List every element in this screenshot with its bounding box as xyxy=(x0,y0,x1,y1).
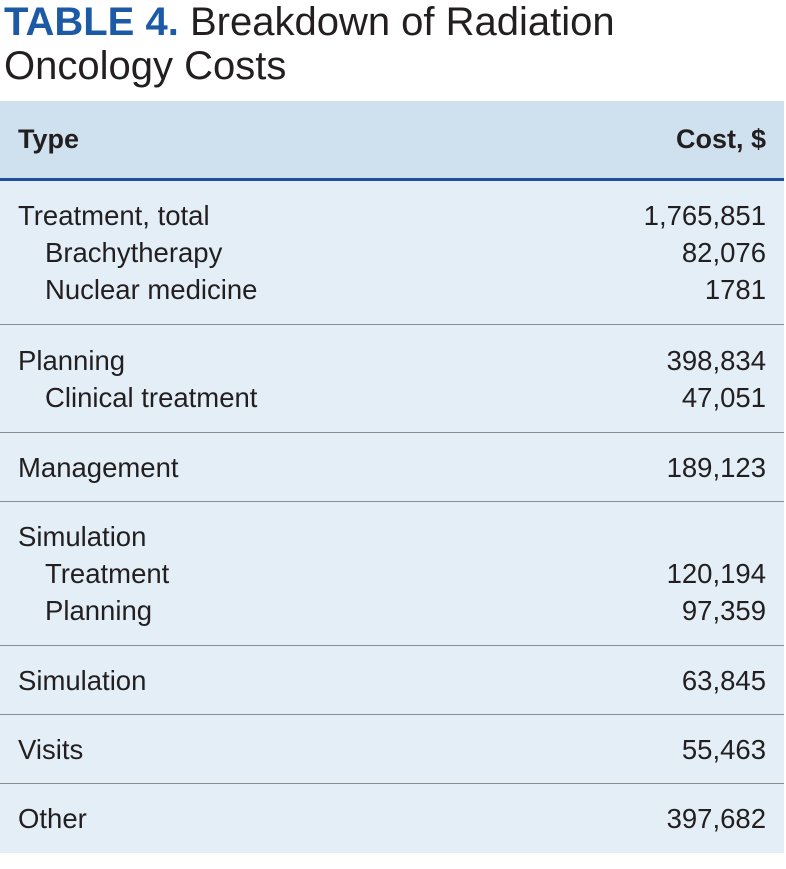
row-type: Planning xyxy=(18,344,126,376)
row-cost: 189,123 xyxy=(666,451,766,483)
row-type: Simulation xyxy=(18,664,147,696)
row-group: Simulation Treatment 120,194 Planning 97,359 xyxy=(0,502,784,646)
header-cost: Cost, $ xyxy=(675,124,766,154)
row-group: Visits 55,463 xyxy=(0,715,784,784)
table-row: Other 397,682 xyxy=(18,800,766,837)
row-type: Brachytherapy xyxy=(45,237,223,268)
row-type: Clinical treatment xyxy=(45,381,258,413)
table-number: TABLE 4. xyxy=(4,0,179,44)
row-type: Treatment xyxy=(45,558,170,589)
row-cost: 82,076 xyxy=(681,237,766,268)
row-group: Planning 398,834 Clinical treatment 47,051 xyxy=(0,325,784,433)
table-row: Simulation xyxy=(18,518,766,555)
row-type: Simulation xyxy=(18,521,147,552)
table-row: Brachytherapy 82,076 xyxy=(18,234,766,271)
header-type: Type xyxy=(18,124,80,154)
row-cost: 55,463 xyxy=(681,733,766,765)
row-cost: 63,845 xyxy=(681,664,766,696)
table-row: Management 189,123 xyxy=(18,449,766,486)
row-cost: 397,682 xyxy=(666,803,766,834)
table-title: TABLE 4. Breakdown of Radiation Oncology… xyxy=(0,0,786,96)
table-row: Clinical treatment 47,051 xyxy=(18,379,766,416)
table-row: Treatment 120,194 xyxy=(18,555,766,592)
row-cost: 120,194 xyxy=(666,558,766,589)
table-row: Treatment, total 1,765,851 xyxy=(18,197,766,234)
row-type: Nuclear medicine xyxy=(45,274,258,305)
row-group: Management 189,123 xyxy=(0,433,784,502)
row-type: Visits xyxy=(18,733,84,765)
table-body: Treatment, total 1,765,851 Brachytherapy 82… xyxy=(0,181,784,853)
table-row: Simulation 63,845 xyxy=(18,662,766,699)
table-row: Planning 398,834 xyxy=(18,342,766,379)
table-row: Nuclear medicine 1781 xyxy=(18,271,766,308)
row-type: Planning xyxy=(45,595,153,626)
row-group: Other 397,682 xyxy=(0,784,784,853)
table-caption: Breakdown of Radiation Oncology Costs xyxy=(4,0,615,88)
row-type: Treatment, total xyxy=(18,200,210,231)
cost-table: Type Cost, $ Treatment, total 1,765,851 Br… xyxy=(0,101,784,853)
table-row: Planning 97,359 xyxy=(18,592,766,629)
row-group: Treatment, total 1,765,851 Brachytherapy 82… xyxy=(0,181,784,325)
row-cost: 1781 xyxy=(704,274,766,305)
row-cost: 1,765,851 xyxy=(643,200,766,231)
row-cost: 47,051 xyxy=(681,381,766,413)
table-row: Visits 55,463 xyxy=(18,731,766,768)
row-group: Simulation 63,845 xyxy=(0,646,784,715)
row-cost: 398,834 xyxy=(666,344,766,376)
row-type: Management xyxy=(18,451,179,483)
row-type: Other xyxy=(18,803,87,834)
table-header: Type Cost, $ xyxy=(0,101,784,181)
row-cost: 97,359 xyxy=(681,595,766,626)
